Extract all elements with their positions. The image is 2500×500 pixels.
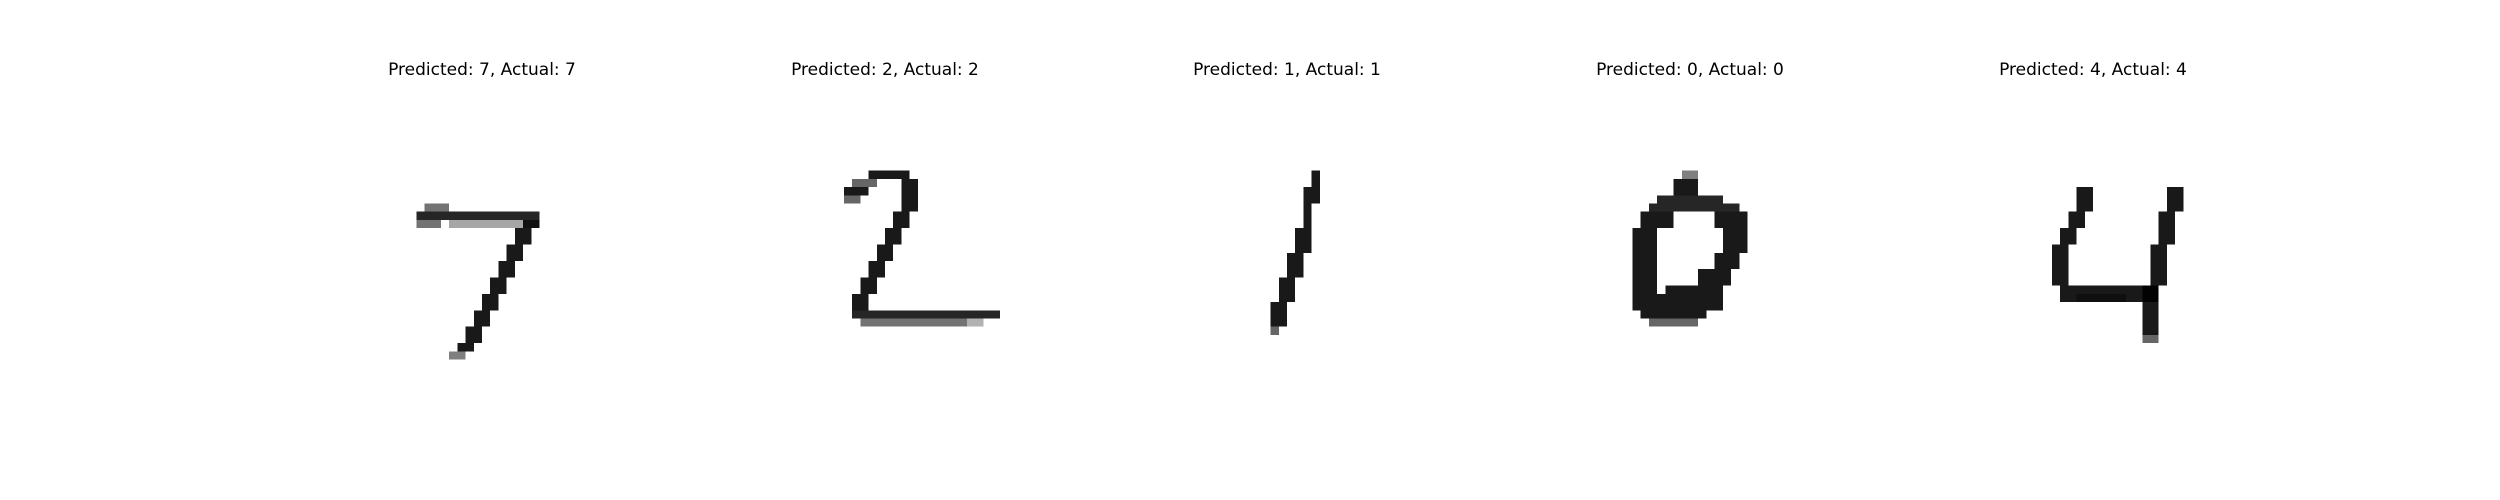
- panel-title: Predicted: 1, Actual: 1: [1193, 60, 1381, 80]
- panel-title: Predicted: 7, Actual: 7: [388, 60, 576, 80]
- digit-image: [843, 170, 1000, 327]
- digit-image: [1270, 170, 1320, 335]
- digit-panel-2: Predicted: 2, Actual: 2: [770, 58, 1000, 428]
- digit-image: [1632, 170, 1748, 327]
- panel-title: Predicted: 4, Actual: 4: [1999, 60, 2187, 80]
- digit-image: [416, 203, 540, 360]
- digit-panel-4: Predicted: 0, Actual: 0: [1575, 58, 1805, 428]
- digit-panel-5: Predicted: 4, Actual: 4: [1978, 58, 2208, 428]
- digit-panel-3: Predicted: 1, Actual: 1: [1172, 58, 1402, 428]
- panel-title: Predicted: 0, Actual: 0: [1596, 60, 1784, 80]
- digit-image: [2051, 187, 2184, 344]
- digit-panel-1: Predicted: 7, Actual: 7: [367, 58, 597, 428]
- panel-title: Predicted: 2, Actual: 2: [791, 60, 979, 80]
